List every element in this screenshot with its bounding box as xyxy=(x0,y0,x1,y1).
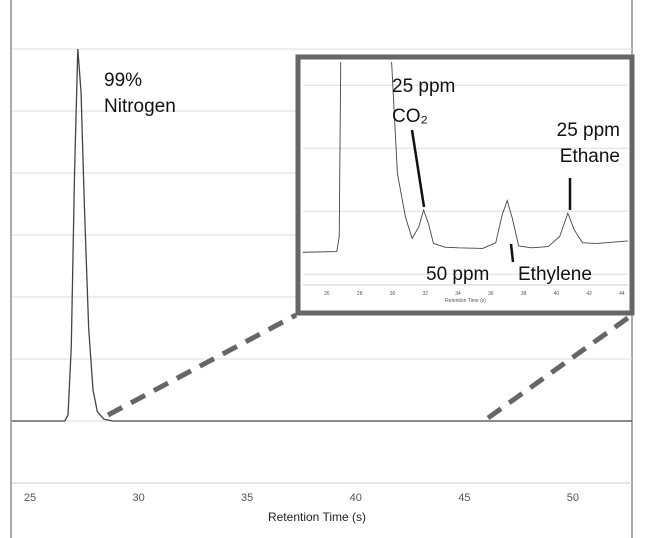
inset-panel: 26 28 30 32 34 36 38 40 42 44 Retention Time (s) xyxy=(303,62,628,304)
trace xyxy=(303,62,628,253)
annotation: 50 ppm xyxy=(426,264,489,285)
annotation: Ethane xyxy=(560,146,620,167)
x-tick-label: 28 xyxy=(357,291,363,297)
x-tick-label: 30 xyxy=(390,291,396,297)
annotation: Nitrogen xyxy=(104,96,176,117)
annotation: 25 ppm xyxy=(557,120,620,141)
x-axis-title: Retention Time (s) xyxy=(268,510,366,524)
x-tick-label: 40 xyxy=(350,492,362,504)
annotation: CO₂ xyxy=(392,106,428,127)
leader-line xyxy=(410,129,426,208)
trace xyxy=(12,49,632,422)
zoom-line xyxy=(106,312,298,418)
leader-line xyxy=(509,243,515,263)
x-tick-label: 42 xyxy=(586,291,592,297)
x-tick-label: 38 xyxy=(521,291,527,297)
annotation: 25 ppm xyxy=(392,76,455,97)
x-tick-label: 50 xyxy=(567,492,579,504)
x-tick-label: 34 xyxy=(455,291,461,297)
x-tick-label: 35 xyxy=(241,492,253,504)
x-axis-title: Retention Time (s) xyxy=(445,298,486,304)
zoom-line xyxy=(486,312,634,421)
annotation: Ethylene xyxy=(518,264,592,285)
x-tick-label: 36 xyxy=(488,291,494,297)
x-tick-label: 26 xyxy=(324,291,330,297)
x-tick-label: 45 xyxy=(458,492,470,504)
annotation: 99% xyxy=(104,70,142,91)
x-tick-label: 32 xyxy=(422,291,428,297)
x-tick-label: 25 xyxy=(24,492,36,504)
inset-background xyxy=(303,62,628,285)
x-tick-label: 44 xyxy=(619,291,625,297)
x-tick-label: 40 xyxy=(554,291,560,297)
x-tick-label: 30 xyxy=(132,492,144,504)
